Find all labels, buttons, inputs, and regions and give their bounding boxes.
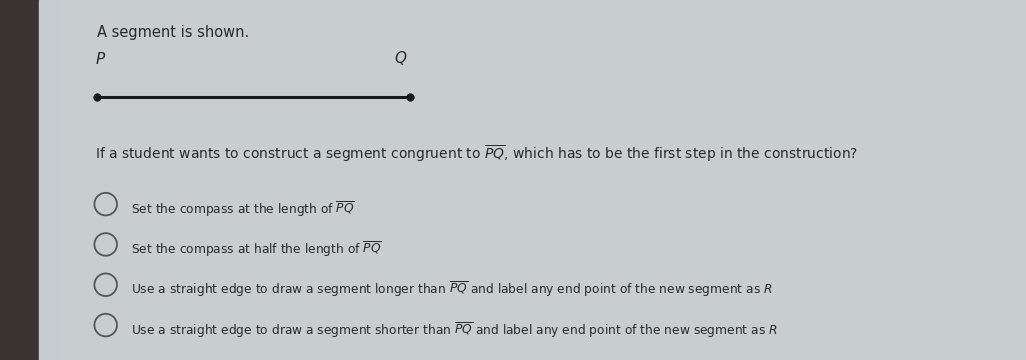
Text: A segment is shown.: A segment is shown. [97,25,249,40]
Text: Use a straight edge to draw a segment shorter than $\overline{PQ}$ and label any: Use a straight edge to draw a segment sh… [131,321,778,340]
Bar [0,0,39,360]
Text: Set the compass at the length of $\overline{PQ}$: Set the compass at the length of $\overl… [131,200,355,219]
Text: Use a straight edge to draw a segment longer than $\overline{PQ}$ and label any : Use a straight edge to draw a segment lo… [131,280,773,300]
Text: $P$: $P$ [95,51,107,67]
Bar [39,0,60,360]
Text: $Q$: $Q$ [394,49,407,67]
Text: Set the compass at half the length of $\overline{PQ}$: Set the compass at half the length of $\… [131,240,383,259]
Text: If a student wants to construct a segment congruent to $\overline{PQ}$, which ha: If a student wants to construct a segmen… [95,144,859,165]
